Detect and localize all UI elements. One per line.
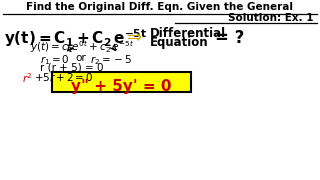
Text: Equation: Equation	[150, 36, 209, 49]
Text: y" + 5y' = 0: y" + 5y' = 0	[71, 79, 171, 94]
Text: r (r + 5) = 0: r (r + 5) = 0	[40, 62, 103, 72]
Text: $y(t) = c_1 e^{0t} + c_2\,e^{-5t}$: $y(t) = c_1 e^{0t} + c_2\,e^{-5t}$	[30, 39, 134, 55]
Text: = ?: = ?	[215, 29, 244, 47]
Text: or: or	[75, 53, 86, 63]
Text: $r_2 = -5$: $r_2 = -5$	[90, 53, 132, 67]
Text: $\mathbf{y(t) = C_1 + C_2\,e^{-5t}}$: $\mathbf{y(t) = C_1 + C_2\,e^{-5t}}$	[4, 27, 147, 49]
Text: $r^2$: $r^2$	[22, 71, 33, 85]
Text: Find the Original Diff. Eqn. Given the General: Find the Original Diff. Eqn. Given the G…	[27, 2, 293, 12]
Text: Differential: Differential	[150, 27, 226, 40]
FancyBboxPatch shape	[52, 71, 190, 91]
Text: Solution: Ex. 1: Solution: Ex. 1	[228, 13, 314, 23]
Text: $r_1 = 0$: $r_1 = 0$	[40, 53, 70, 67]
Text: $+ 5r + 2 = 0$: $+ 5r + 2 = 0$	[34, 71, 93, 83]
Text: $\Rightarrow$: $\Rightarrow$	[123, 27, 143, 45]
